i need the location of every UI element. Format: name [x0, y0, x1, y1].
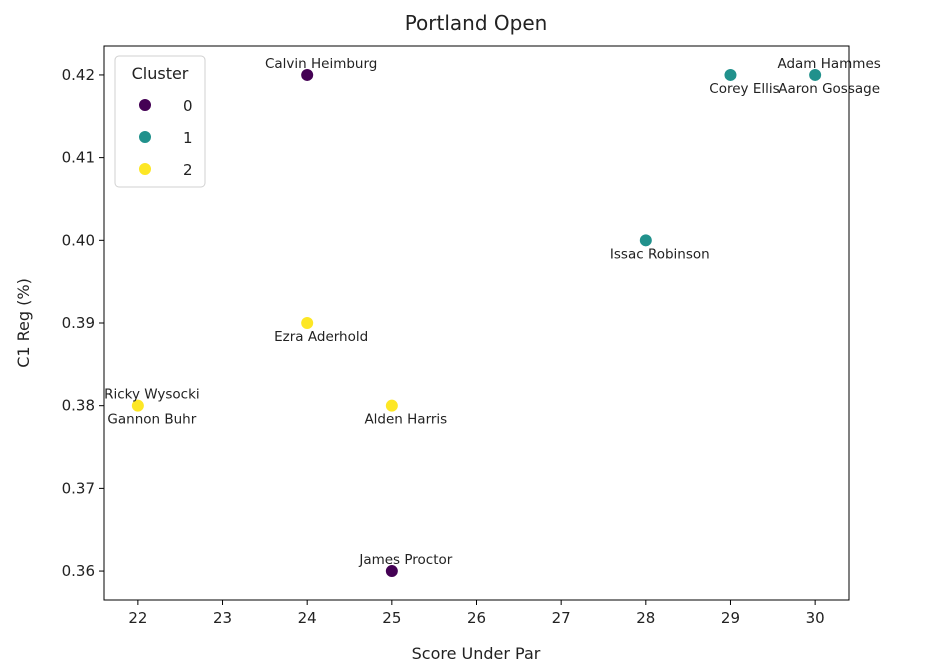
data-point	[300, 67, 315, 82]
point-label: Ezra Aderhold	[274, 329, 368, 345]
point-label: Ricky Wysocki	[104, 387, 200, 403]
legend: Cluster 0 1 2	[114, 55, 206, 188]
x-tick-label: 26	[467, 609, 486, 627]
data-point	[808, 67, 823, 82]
x-axis-label: Score Under Par	[412, 644, 541, 663]
legend-title: Cluster	[132, 64, 189, 83]
legend-entry-label: 2	[183, 161, 193, 179]
point-label: James Proctor	[358, 552, 452, 568]
data-point	[130, 398, 145, 413]
point-label: Adam Hammes	[777, 56, 880, 72]
legend-box	[114, 55, 206, 188]
point-label: Aaron Gossage	[778, 81, 880, 97]
x-tick-label: 24	[298, 609, 317, 627]
plot-frame	[103, 45, 850, 601]
point-label: Issac Robinson	[610, 246, 710, 262]
legend-entry-label: 1	[183, 129, 193, 147]
data-point	[384, 398, 399, 413]
x-tick-label: 22	[128, 609, 147, 627]
y-tick-label: 0.40	[62, 231, 95, 249]
y-tick-label: 0.41	[62, 149, 95, 167]
data-point	[638, 233, 653, 248]
x-tick-label: 25	[382, 609, 401, 627]
legend-marker	[138, 130, 152, 144]
x-tick-label: 28	[636, 609, 655, 627]
y-tick-label: 0.37	[62, 479, 95, 497]
y-tick-label: 0.39	[62, 314, 95, 332]
chart-title: Portland Open	[405, 11, 548, 35]
x-tick-label: 29	[721, 609, 740, 627]
data-point	[723, 67, 738, 82]
x-tick-label: 23	[213, 609, 232, 627]
data-point	[300, 316, 315, 330]
data-point	[384, 564, 399, 579]
x-tick-label: 27	[552, 609, 571, 627]
y-tick-label: 0.38	[62, 397, 95, 415]
point-label: Alden Harris	[364, 412, 447, 428]
point-label: Calvin Heimburg	[265, 56, 377, 72]
legend-marker	[138, 98, 152, 112]
point-label: Gannon Buhr	[107, 412, 196, 428]
plot-area: Calvin Heimburg James Proctor Adam Hammes C…	[104, 56, 881, 579]
y-tick-label: 0.42	[62, 66, 95, 84]
axes: 22 23 24 25 26 27 28 29 30 0.36 0.37 0.38 0.39 0.40 0.…	[62, 45, 850, 627]
legend-entry-label: 0	[183, 97, 193, 115]
legend-marker	[138, 162, 152, 176]
x-tick-label: 30	[806, 609, 825, 627]
y-tick-label: 0.36	[62, 562, 95, 580]
y-axis-label: C1 Reg (%)	[14, 278, 33, 368]
point-label: Corey Ellis	[709, 81, 779, 97]
